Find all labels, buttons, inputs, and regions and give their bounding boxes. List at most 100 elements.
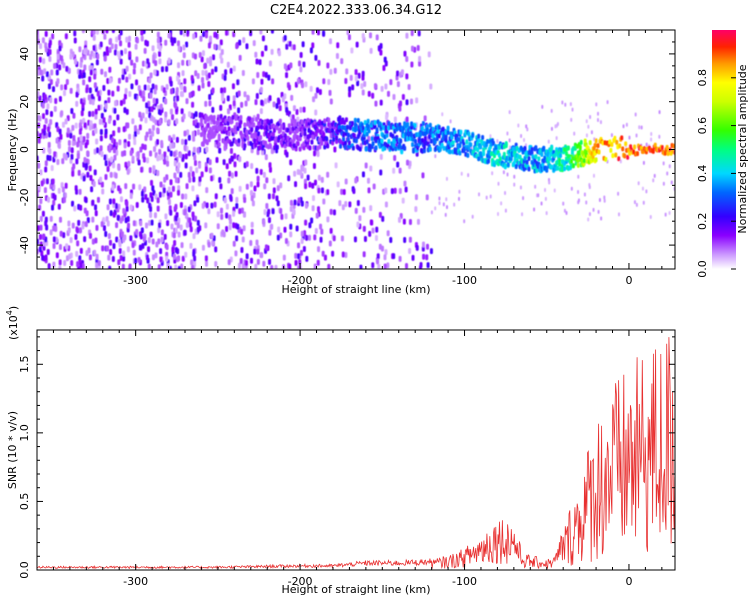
heatmap-cell [278, 127, 282, 133]
heatmap-cell [267, 74, 271, 81]
heatmap-cell [218, 44, 222, 51]
heatmap-cell [125, 65, 129, 72]
heatmap-cell [460, 171, 463, 176]
colorbar-tick-label: 0.6 [696, 117, 709, 135]
heatmap-cell [364, 162, 368, 169]
heatmap-cell [434, 154, 437, 159]
heatmap-cell [367, 187, 371, 194]
heatmap-cell [163, 233, 167, 240]
snr-plot: -300 -200 -100 00.00.51.01.5 Height of stra… [5, 306, 676, 596]
heatmap-cell [302, 145, 306, 151]
heatmap-cell [67, 227, 71, 234]
heatmap-cell [259, 108, 263, 115]
heatmap-cell [187, 134, 191, 141]
heatmap-cell [112, 130, 116, 137]
heatmap-cell [69, 237, 73, 244]
heatmap-cell [128, 263, 132, 269]
heatmap-cell [183, 86, 187, 93]
heatmap-cell [93, 148, 97, 155]
heatmap-cell [636, 151, 640, 157]
heatmap-cell [418, 60, 422, 67]
heatmap-cell [211, 106, 215, 113]
heatmap-cell [78, 69, 82, 76]
heatmap-cell [255, 116, 259, 122]
heatmap-cell [86, 171, 90, 178]
heatmap-cell [176, 222, 180, 229]
heatmap-cell [133, 93, 137, 100]
heatmap-cell [181, 193, 185, 200]
heatmap-cell [192, 146, 196, 153]
heatmap-cell [283, 35, 287, 42]
heatmap-cell [233, 153, 237, 160]
heatmap-cell [124, 88, 128, 95]
heatmap-cell [271, 208, 275, 215]
heatmap-cell [329, 38, 333, 45]
heatmap-cell [458, 189, 461, 194]
heatmap-cell [204, 70, 208, 77]
heatmap-cell [76, 153, 80, 160]
heatmap-cell [227, 131, 231, 137]
heatmap-cell [94, 113, 98, 120]
heatmap-cell [422, 144, 426, 150]
heatmap-cell [99, 41, 103, 48]
heatmap-cell [369, 219, 373, 226]
heatmap-cell [414, 138, 418, 144]
heatmap-cell [469, 142, 473, 148]
heatmap-cell [506, 172, 509, 177]
heatmap-cell [109, 210, 113, 217]
heatmap-cell [37, 90, 40, 97]
heatmap-cell [208, 167, 212, 174]
heatmap-cell [522, 196, 525, 201]
heatmap-cell [147, 237, 151, 244]
heatmap-cell [416, 44, 420, 51]
heatmap-cell [356, 221, 360, 228]
heatmap-cell [558, 161, 562, 167]
heatmap-cell [164, 39, 168, 46]
heatmap-cell [269, 118, 273, 124]
y-tick-label: -40 [18, 236, 31, 254]
heatmap-cell [41, 37, 45, 44]
heatmap-cell [216, 223, 220, 230]
heatmap-cell [209, 56, 213, 63]
heatmap-cell [396, 70, 400, 77]
heatmap-cell [277, 50, 281, 57]
heatmap-cell [122, 255, 126, 262]
heatmap-cell [185, 222, 189, 229]
heatmap-cell [385, 114, 389, 121]
heatmap-cell [75, 100, 79, 107]
heatmap-cell [414, 206, 418, 213]
heatmap-cell [653, 142, 657, 148]
heatmap-cell [176, 189, 180, 196]
heatmap-cell [145, 108, 149, 115]
heatmap-cell [290, 94, 294, 101]
heatmap-cell [128, 133, 132, 140]
heatmap-cell [316, 206, 320, 213]
heatmap-cell [127, 140, 131, 147]
heatmap-cell [81, 223, 85, 230]
heatmap-cell [550, 126, 553, 131]
heatmap-cell [221, 229, 225, 236]
heatmap-cell [397, 216, 401, 223]
heatmap-cell [167, 186, 171, 193]
heatmap-cell [219, 39, 223, 46]
heatmap-cell [384, 187, 388, 194]
heatmap-cell [180, 263, 184, 269]
heatmap-cell [141, 60, 145, 67]
heatmap-cell [422, 148, 426, 154]
heatmap-cell [587, 124, 590, 129]
heatmap-cell [91, 99, 95, 106]
heatmap-cell [158, 191, 162, 198]
heatmap-cell [191, 185, 195, 192]
heatmap-cell [53, 105, 57, 112]
heatmap-cell [276, 185, 280, 192]
heatmap-cell [342, 132, 346, 138]
heatmap-cell [541, 104, 544, 109]
heatmap-cell [111, 137, 115, 144]
heatmap-cell [458, 196, 461, 201]
heatmap-cell [275, 195, 279, 202]
heatmap-cell [232, 100, 236, 107]
heatmap-cell [392, 253, 396, 260]
heatmap-cell [208, 93, 212, 100]
heatmap-cell [249, 30, 253, 37]
heatmap-cell [194, 111, 198, 118]
